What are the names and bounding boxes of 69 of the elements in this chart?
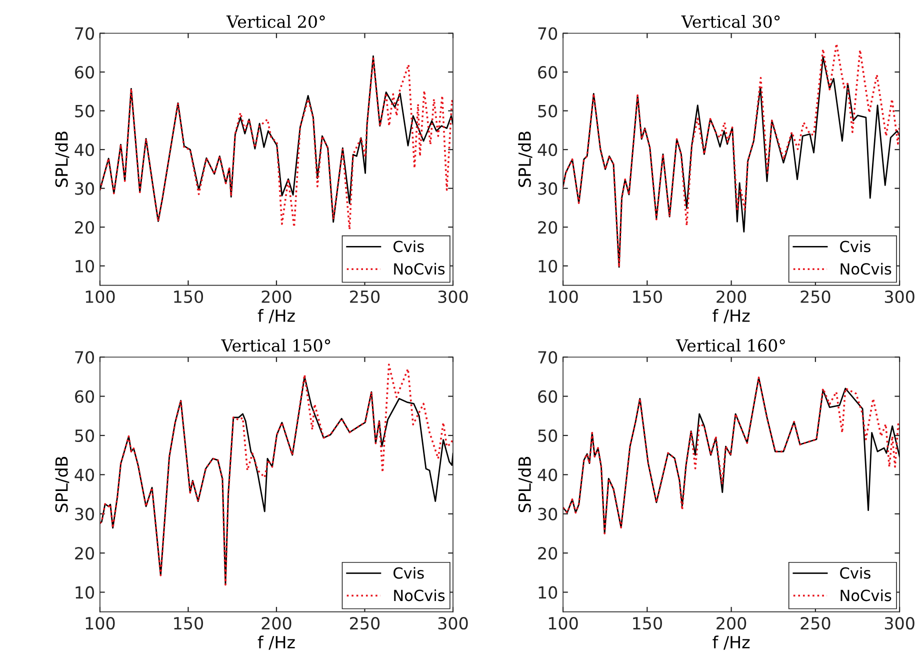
x-tick-label: 250 xyxy=(350,616,380,630)
y-tick-label: 20 xyxy=(538,221,558,234)
y-axis-title: SPL/dB xyxy=(518,132,532,187)
x-tick-label: 100 xyxy=(86,616,115,630)
x-tick-label: 250 xyxy=(800,616,830,630)
chart-title: Vertical 160° xyxy=(676,338,785,352)
x-tick-label: 150 xyxy=(633,290,662,304)
legend-label: Cvis xyxy=(394,566,424,579)
legend-label: Cvis xyxy=(394,240,424,252)
y-tick-label: 60 xyxy=(538,66,558,79)
x-tick-label: 200 xyxy=(262,290,292,304)
y-tick-label: 10 xyxy=(76,260,94,272)
legend-label: NoCvis xyxy=(394,589,445,602)
x-axis-title: f /Hz xyxy=(258,309,295,324)
chart-title: Vertical 150° xyxy=(221,338,330,352)
legend-label: NoCvis xyxy=(840,589,892,602)
x-axis-title: f /Hz xyxy=(712,636,750,650)
line-series xyxy=(563,376,900,534)
x-tick-label: 150 xyxy=(174,616,204,630)
y-tick-label: 40 xyxy=(74,468,94,482)
y-tick-label: 20 xyxy=(75,221,94,234)
x-tick-label: 200 xyxy=(716,290,746,304)
y-tick-label: 50 xyxy=(538,104,558,118)
y-tick-label: 70 xyxy=(538,351,558,364)
y-tick-label: 60 xyxy=(538,390,558,403)
y-tick-label: 10 xyxy=(538,260,558,272)
y-axis-title: SPL/dB xyxy=(54,132,70,187)
y-tick-label: 40 xyxy=(538,144,558,156)
legend-label: NoCvis xyxy=(840,262,892,275)
x-tick-label: 300 xyxy=(438,290,468,304)
y-tick-label: 70 xyxy=(75,27,94,40)
x-tick-label: 300 xyxy=(438,616,468,630)
y-tick-label: 70 xyxy=(75,351,94,364)
y-tick-label: 40 xyxy=(538,468,558,482)
x-tick-label: 300 xyxy=(884,290,914,304)
y-tick-label: 60 xyxy=(75,390,94,403)
x-tick-label: 150 xyxy=(174,290,204,304)
y-tick-label: 10 xyxy=(538,586,558,599)
legend-label: NoCvis xyxy=(394,262,445,275)
x-tick-label: 250 xyxy=(800,290,830,304)
x-tick-label: 100 xyxy=(548,290,578,304)
y-tick-label: 30 xyxy=(538,508,558,520)
x-tick-label: 100 xyxy=(548,616,578,630)
x-tick-label: 300 xyxy=(884,616,914,630)
legend-label: Cvis xyxy=(840,240,870,252)
x-tick-label: 100 xyxy=(86,290,115,304)
y-tick-label: 30 xyxy=(75,182,94,195)
x-tick-label: 150 xyxy=(633,616,662,630)
x-tick-label: 250 xyxy=(350,290,380,304)
y-tick-label: 30 xyxy=(538,182,558,195)
y-axis-title: SPL/dB xyxy=(54,456,70,512)
y-tick-label: 50 xyxy=(75,104,94,118)
y-axis-title: SPL/dB xyxy=(518,456,532,512)
chart-title: Vertical 30° xyxy=(681,15,780,28)
y-tick-label: 30 xyxy=(75,508,94,520)
x-axis-title: f /Hz xyxy=(258,636,295,650)
y-tick-label: 50 xyxy=(75,429,94,442)
x-tick-label: 200 xyxy=(716,616,746,630)
y-tick-label: 60 xyxy=(75,66,94,79)
legend-label: Cvis xyxy=(840,566,870,579)
x-tick-label: 200 xyxy=(262,616,292,630)
y-tick-label: 20 xyxy=(75,546,94,560)
y-tick-label: 50 xyxy=(538,429,558,442)
y-tick-label: 20 xyxy=(538,546,558,560)
x-axis-title: f /Hz xyxy=(712,309,750,324)
y-tick-label: 10 xyxy=(76,586,94,599)
y-tick-label: 40 xyxy=(74,144,94,156)
chart-title: Vertical 20° xyxy=(226,15,325,28)
y-tick-label: 70 xyxy=(538,27,558,40)
